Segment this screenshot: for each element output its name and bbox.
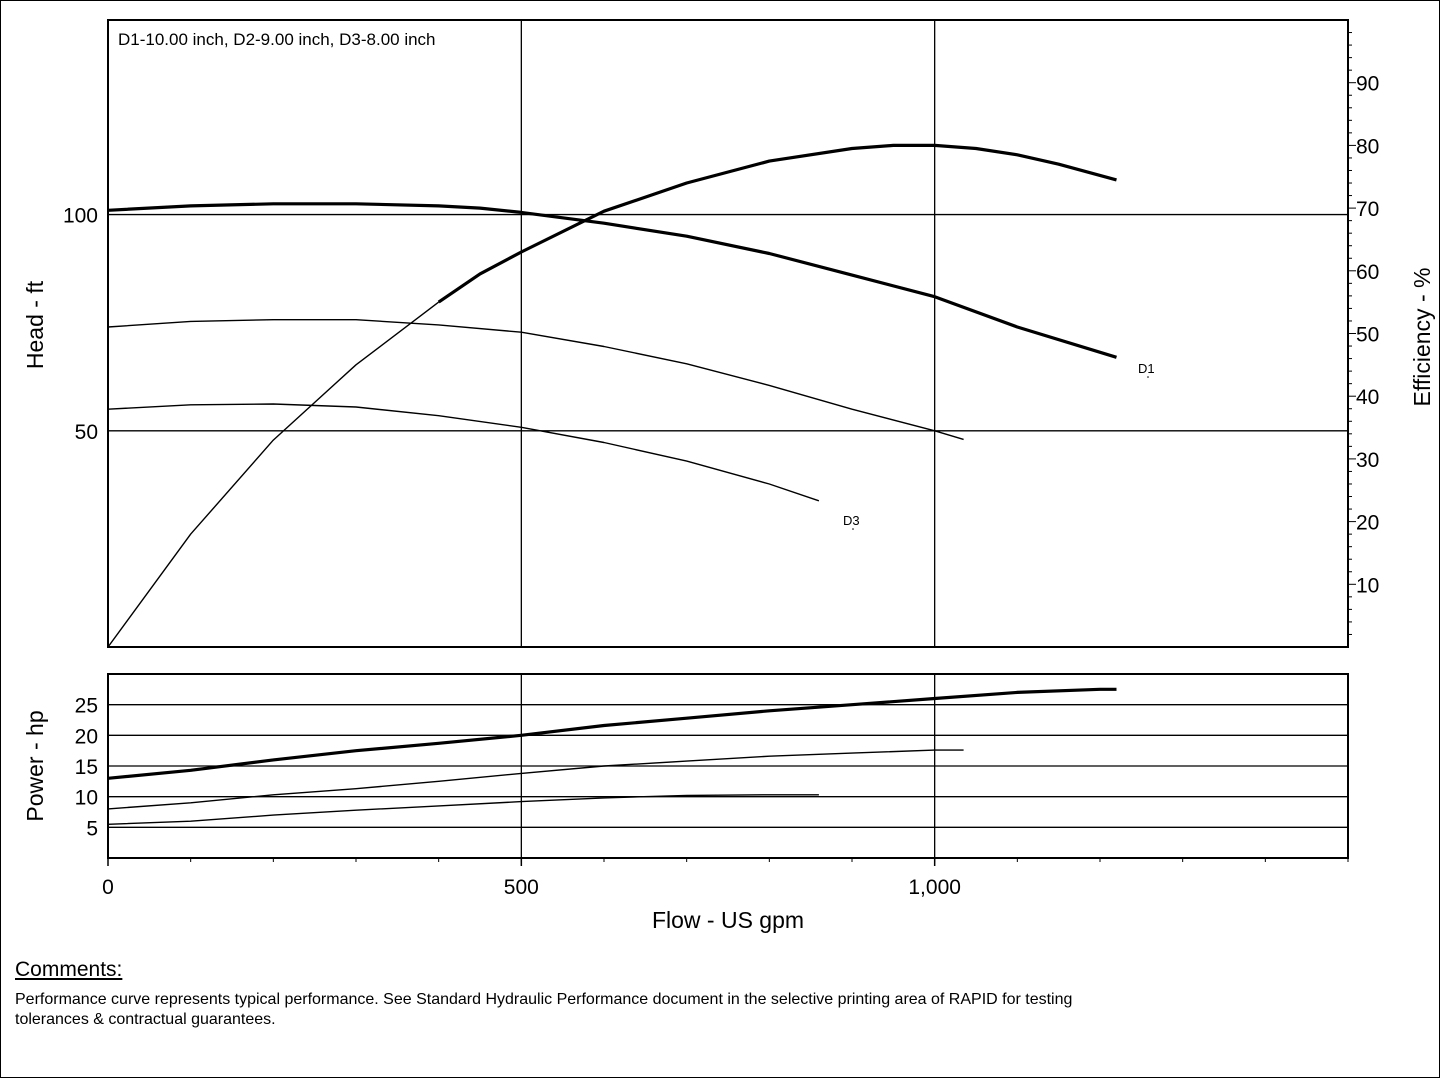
head-efficiency-panel: 50 100 10 20 30 40 50 60 70 80 90 D1-10.00 inch, D… — [22, 19, 1435, 648]
curve-label-d3: D3 — [843, 513, 860, 528]
efficiency-tick-label: 60 — [1356, 261, 1379, 284]
head-axis-title: Head - ft — [22, 280, 48, 369]
comments-title: Comments: — [15, 958, 123, 981]
flow-axis-title: Flow - US gpm — [652, 907, 804, 933]
head-tick-label: 50 — [75, 421, 98, 444]
power-tick-label: 25 — [75, 695, 98, 718]
efficiency-tick-label: 10 — [1356, 574, 1379, 597]
power-tick-label: 10 — [75, 787, 98, 810]
head-curve-1 — [107, 319, 964, 441]
efficiency-tick-label: 90 — [1356, 73, 1379, 96]
power-ticks: 0 500 1,000 5 10 15 20 25 — [75, 695, 1349, 899]
efficiency-tick-label: 70 — [1356, 198, 1379, 221]
x-tick-label: 500 — [504, 876, 539, 899]
x-tick-label: 1,000 — [908, 876, 961, 899]
power-tick-label: 15 — [75, 756, 98, 779]
head-efficiency-plot-frame — [107, 19, 1349, 648]
power-grid — [108, 674, 1348, 858]
power-panel: 0 500 1,000 5 10 15 20 25 Power - hp Flow - US … — [22, 673, 1349, 933]
curve-label-d1: D1 — [1138, 361, 1155, 376]
head-efficiency-ticks: 50 100 10 20 30 40 50 60 70 80 90 — [63, 32, 1379, 635]
power-curve-1 — [107, 749, 964, 810]
power-curve-2 — [107, 794, 819, 825]
power-tick-label: 5 — [86, 817, 98, 840]
x-tick-label: 0 — [102, 876, 114, 899]
efficiency-tick-label: 40 — [1356, 386, 1379, 409]
head-tick-label: 100 — [63, 205, 98, 228]
power-axis-title: Power - hp — [22, 710, 48, 821]
head-curve-0 — [107, 202, 1117, 359]
chart-title: D1-10.00 inch, D2-9.00 inch, D3-8.00 inc… — [118, 30, 436, 49]
efficiency-axis-title: Efficiency - % — [1409, 268, 1435, 407]
efficiency-curve-3 — [107, 301, 440, 648]
power-series — [107, 687, 1117, 825]
efficiency-tick-label: 50 — [1356, 324, 1379, 347]
head-efficiency-grid — [108, 20, 1348, 647]
power-tick-label: 20 — [75, 725, 98, 748]
power-curve-0 — [107, 687, 1117, 780]
efficiency-curve-4 — [437, 143, 1117, 304]
head-efficiency-series — [107, 143, 1117, 648]
head-curve-2 — [107, 403, 820, 502]
efficiency-tick-label: 30 — [1356, 449, 1379, 472]
curve-label-d3-dot — [852, 528, 854, 530]
efficiency-tick-label: 20 — [1356, 512, 1379, 535]
comments-text: Performance curve represents typical per… — [15, 991, 1073, 1028]
efficiency-tick-label: 80 — [1356, 135, 1379, 158]
curve-label-d1-dot — [1147, 376, 1149, 378]
